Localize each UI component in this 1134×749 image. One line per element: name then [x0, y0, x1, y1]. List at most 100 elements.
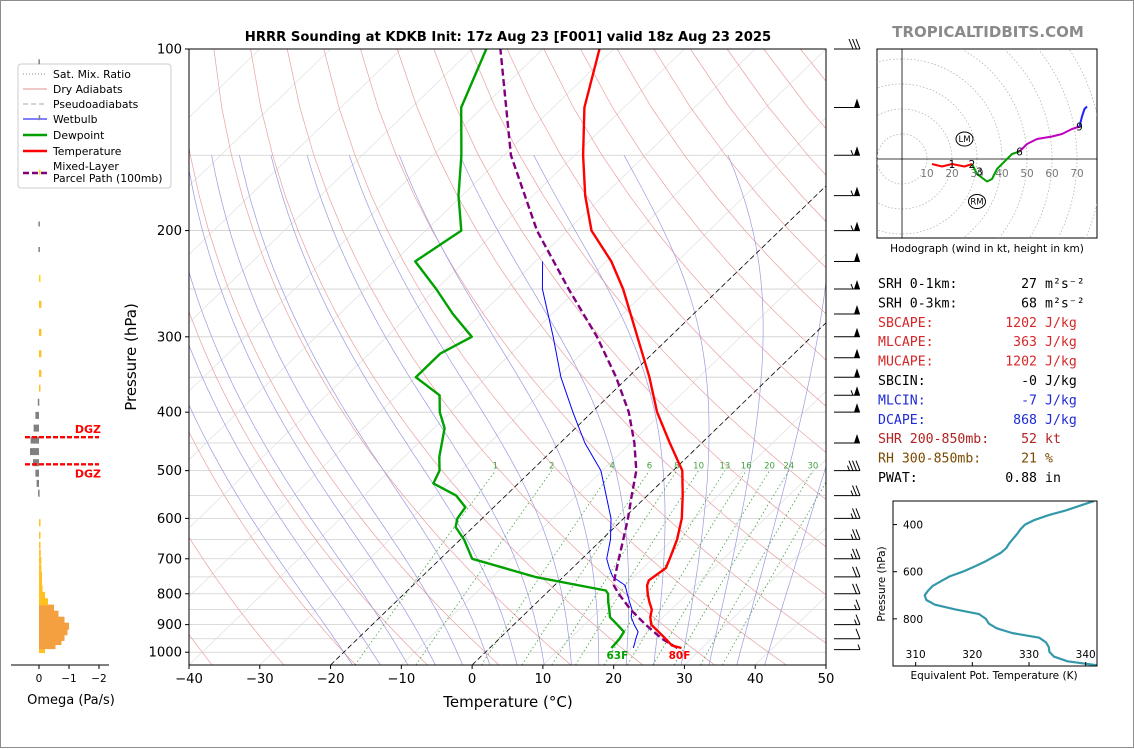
- omega-bar: [39, 542, 41, 549]
- barb-half: [851, 513, 853, 518]
- theta-e-x-label: Equivalent Pot. Temperature (K): [910, 670, 1077, 682]
- wind-barb: [834, 434, 860, 443]
- omega-bar: [39, 329, 41, 336]
- wind-barb: [834, 600, 860, 610]
- hodograph-height-label: 3: [976, 167, 983, 179]
- barb-flag: [854, 386, 860, 395]
- barb-full: [856, 600, 860, 610]
- skewt-x-label: Temperature (°C): [442, 693, 572, 711]
- barb-full: [853, 39, 857, 49]
- x-tick-label: 40: [747, 672, 764, 687]
- index-value: 1202: [1005, 316, 1037, 331]
- barb-full: [849, 39, 853, 49]
- isotherm-line: [260, 49, 897, 665]
- barb-flag: [854, 252, 860, 261]
- mixing-ratio-label: 4: [609, 462, 614, 472]
- x-tick-label: 50: [818, 672, 835, 687]
- hodograph-ring-label: 10: [920, 168, 933, 180]
- barb-half: [848, 466, 850, 471]
- omega-bar: [30, 448, 39, 455]
- barb-full: [849, 461, 853, 471]
- omega-bar: [39, 598, 48, 605]
- mixing-ratio-label: 10: [693, 462, 704, 472]
- index-label: PWAT:: [878, 471, 918, 486]
- index-value: 1202: [1005, 355, 1037, 370]
- index-unit: m²s⁻²: [1045, 277, 1085, 292]
- barb-flag: [854, 146, 860, 155]
- legend-label-dewpoint: Dewpoint: [53, 129, 104, 142]
- wind-barb: [834, 508, 860, 518]
- omega-bar: [39, 532, 41, 539]
- barb-flag: [854, 280, 860, 289]
- wind-barb: [834, 349, 860, 358]
- omega-bar: [39, 592, 45, 599]
- barb-full: [856, 584, 860, 594]
- omega-bar: [38, 247, 40, 252]
- barb-half: [851, 534, 853, 539]
- dry-adiabat-line: [287, 49, 714, 665]
- index-value: 27: [1021, 277, 1037, 292]
- omega-bar: [39, 565, 41, 572]
- mixing-ratio-label: 24: [783, 462, 794, 472]
- barb-half: [851, 390, 853, 395]
- mixing-ratio-line: [674, 471, 789, 665]
- mixing-ratio-label: 36: [827, 462, 838, 472]
- x-tick-label: −40: [175, 672, 203, 687]
- barb-half: [855, 605, 857, 610]
- index-label: MUCAPE:: [878, 355, 934, 370]
- moist-adiabat-line: [164, 155, 408, 665]
- legend-label-wetbulb: Wetbulb: [53, 113, 98, 126]
- omega-bar: [39, 170, 41, 175]
- wind-barb: [834, 305, 860, 314]
- index-unit: J/kg: [1045, 374, 1077, 389]
- legend-label-pseudoadiabats: Pseudoadiabats: [53, 98, 139, 111]
- barb-flag: [854, 187, 860, 196]
- y-tick-label: 1000: [148, 646, 182, 661]
- hodograph-height-label: 2: [969, 159, 976, 171]
- x-tick-label: 0: [468, 672, 476, 687]
- legend-label-dry-adiabats: Dry Adiabats: [53, 83, 123, 96]
- mixing-ratio-line: [627, 471, 746, 665]
- y-tick-label: 400: [157, 406, 182, 421]
- barb-half: [851, 284, 853, 289]
- index-value: 0.88: [1005, 471, 1037, 486]
- index-value: 21: [1021, 452, 1037, 467]
- omega-bar: [39, 550, 41, 557]
- omega-bar: [39, 611, 59, 618]
- theta-e-x-tick-label: 310: [906, 649, 926, 661]
- wind-barb: [834, 629, 860, 639]
- barb-half: [858, 645, 860, 650]
- x-tick-label: 30: [676, 672, 693, 687]
- wind-barb: [834, 615, 860, 625]
- y-tick-label: 300: [157, 330, 182, 345]
- theta-e-frame: [893, 501, 1097, 666]
- index-label: SRH 0-3km:: [878, 296, 957, 311]
- omega-bar: [35, 412, 39, 419]
- brand-logo-text: TROPICALTIDBITS.COM: [892, 23, 1084, 41]
- omega-bar: [34, 425, 39, 432]
- wind-barb: [834, 280, 860, 289]
- dgz-label: DGZ: [75, 467, 101, 480]
- barb-flag: [854, 305, 860, 314]
- omega-bar: [39, 605, 54, 612]
- barb-full: [856, 508, 860, 518]
- mixing-ratio-line: [653, 471, 770, 665]
- hodograph-height-label: 1: [949, 159, 956, 171]
- wind-barb: [834, 567, 860, 577]
- theta-e-y-tick-label: 600: [903, 567, 923, 579]
- barb-full: [856, 549, 860, 559]
- surface-temperature-label: 80F: [669, 650, 691, 662]
- index-label: MLCAPE:: [878, 335, 934, 350]
- mixing-ratio-label: 13: [719, 462, 730, 472]
- x-tick-label: −30: [246, 672, 274, 687]
- barb-flag: [854, 403, 860, 412]
- barb-half: [851, 226, 853, 231]
- mixing-ratio-label: 2: [549, 462, 554, 472]
- surface-dewpoint-label: 63F: [607, 650, 629, 662]
- moist-adiabat-line: [399, 155, 598, 665]
- barb-flag: [854, 328, 860, 337]
- mixing-ratio-label: 30: [807, 462, 818, 472]
- theta-e-x-tick-label: 330: [1019, 649, 1039, 661]
- skewt-legend: Sat. Mix. Ratio Dry Adiabats Pseudoadiab…: [18, 64, 171, 188]
